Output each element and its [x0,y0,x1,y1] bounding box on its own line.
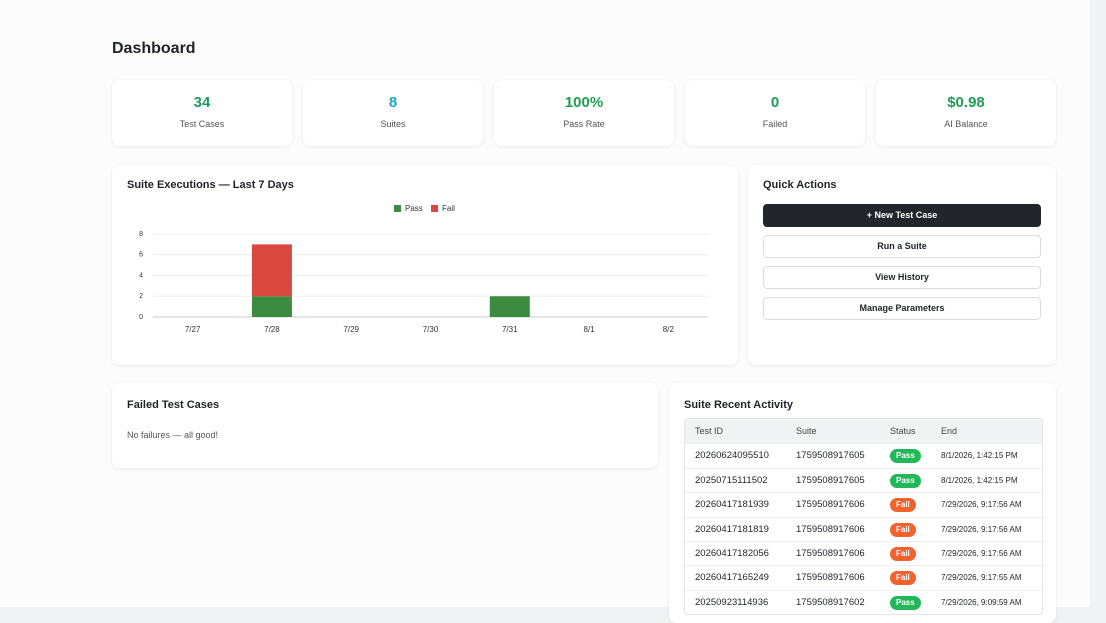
y-tick-label: 6 [139,252,143,259]
quick-actions-card: Quick Actions + New Test Case Run a Suite… [748,165,1056,365]
table-header: Test ID Suite Status End [685,419,1042,444]
status-badge: Pass [890,595,921,610]
legend-swatch [394,205,401,212]
stat-card: 0 Failed [685,80,865,146]
status-cell: Pass [890,591,921,614]
chart-card: Suite Executions — Last 7 Days 0 2 4 6 8 Pass… [112,165,738,365]
action-button[interactable]: Run a Suite [763,235,1041,258]
table-cell: 1759508917606 [796,547,865,559]
table-cell: 1759508917605 [796,450,865,462]
page-title: Dashboard [112,40,196,57]
column-header: Suite [796,426,817,436]
table-cell: 20260417181939 [695,499,769,511]
bar-segment [489,296,530,317]
stat-value: 0 [770,94,780,111]
table-cell: 1759508917606 [796,523,865,535]
activity-table: Test ID Suite Status End 20260624095510 17595… [684,418,1043,616]
y-tick-label: 0 [139,314,143,321]
table-cell: 20250715111502 [695,474,768,486]
status-badge: Fail [890,571,916,586]
status-cell: Fail [890,566,916,590]
table-cell: 7/29/2026, 9:17:56 AM [941,500,1022,510]
table-cell: 7/29/2026, 9:09:59 AM [941,597,1022,607]
column-header: End [941,426,958,436]
status-badge: Pass [890,449,921,464]
status-cell: Fail [890,493,916,517]
y-tick-label: 8 [139,231,143,238]
legend-label: Pass [405,204,423,213]
table-cell: 7/29/2026, 9:17:56 AM [941,524,1022,534]
table-cell: 8/1/2026, 1:42:15 PM [941,451,1018,461]
stat-label: AI Balance [944,119,988,129]
x-tick-label: 8/1 [584,325,596,334]
x-tick-label: 7/30 [423,325,439,334]
table-row: 20250923114936 1759508917602 Pass 7/29/2026… [685,589,1042,614]
table-cell: 20260417181819 [695,523,769,535]
stat-card: $0.98 AI Balance [876,80,1056,146]
table-row: 20250715111502 1759508917605 Pass 8/1/2026,… [685,467,1042,493]
legend-label: Fail [442,204,455,213]
legend-swatch [431,205,438,212]
table-row: 20260417182056 1759508917606 Fail 7/29/2026… [685,540,1042,566]
stat-value: 100% [564,94,604,111]
stat-card: 34 Test Cases [112,80,292,146]
status-cell: Pass [890,444,921,468]
y-tick-label: 4 [139,272,143,279]
table-cell: 7/29/2026, 9:17:55 AM [941,573,1022,583]
table-cell: 8/1/2026, 1:42:15 PM [941,475,1018,485]
stat-card: 8 Suites [303,80,483,146]
column-header: Status [890,426,916,436]
stat-value: 34 [193,94,211,111]
table-cell: 1759508917606 [796,572,865,584]
y-tick-label: 2 [139,293,143,300]
stat-label: Test Cases [179,119,225,129]
card-title: Quick Actions [763,179,837,191]
table-cell: 20260417182056 [695,547,769,559]
table-row: 20260417165249 1759508917606 Fail 7/29/2026… [685,565,1042,589]
empty-message: No failures — all good! [127,430,219,440]
x-tick-label: 7/29 [343,325,359,334]
status-badge: Fail [890,498,916,513]
action-button[interactable]: Manage Parameters [763,297,1041,320]
failed-card: Failed Test Cases No failures — all good… [112,383,658,468]
chart-title: Suite Executions — Last 7 Days [127,179,294,191]
chart: Suite Executions — Last 7 Days 0 2 4 6 8 Pass… [127,179,708,334]
x-tick-label: 7/28 [264,325,280,334]
status-cell: Pass [890,469,921,493]
table-cell: 20260624095510 [695,450,769,462]
card-title: Suite Recent Activity [684,399,794,411]
x-tick-label: 7/31 [502,325,518,334]
stat-label: Pass Rate [563,119,605,129]
card-title: Failed Test Cases [127,399,220,411]
table-cell: 1759508917605 [796,474,865,486]
table-cell: 20260417165249 [695,572,769,584]
stat-value: 8 [388,94,398,111]
bar-segment [251,296,292,317]
stat-label: Suites [380,119,406,129]
action-button[interactable]: + New Test Case [763,204,1041,227]
stat-label: Failed [762,119,788,129]
status-badge: Fail [890,522,916,537]
status-badge: Pass [890,473,921,488]
activity-card: Suite Recent Activity Test ID Suite Status… [669,383,1056,623]
table-row: 20260417181939 1759508917606 Fail 7/29/2026… [685,492,1042,516]
column-header: Test ID [695,426,724,436]
table-cell: 1759508917602 [796,596,865,608]
status-cell: Fail [890,542,916,566]
x-tick-label: 7/27 [185,325,201,334]
x-tick-label: 8/2 [663,325,675,334]
stat-value: $0.98 [947,94,985,111]
status-cell: Fail [890,518,916,542]
table-row: 20260624095510 1759508917605 Pass 8/1/2026,… [685,443,1042,467]
table-cell: 1759508917606 [796,499,865,511]
table-cell: 7/29/2026, 9:17:56 AM [941,548,1022,558]
status-badge: Fail [890,546,916,561]
bar-segment [251,244,292,297]
stat-card: 100% Pass Rate [494,80,674,146]
table-cell: 20250923114936 [695,596,769,608]
table-row: 20260417181819 1759508917606 Fail 7/29/2026… [685,516,1042,542]
action-button[interactable]: View History [763,266,1041,289]
